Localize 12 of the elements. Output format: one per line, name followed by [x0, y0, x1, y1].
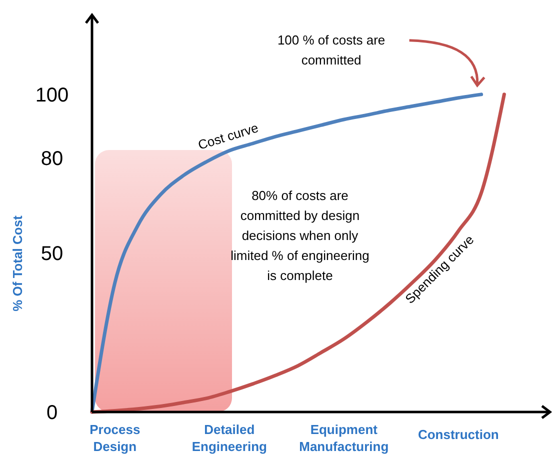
- y-tick-label: 50: [40, 243, 64, 266]
- x-tick-label: Equipment Manufacturing: [299, 422, 389, 454]
- annotation: 80% of costs are committed by design decisions when only limited % of engineering is complete: [230, 188, 370, 283]
- text: Cost curve: [196, 120, 260, 153]
- x-tick-label: Construction: [418, 427, 499, 442]
- y-tick-label: 0: [46, 402, 58, 424]
- x-tick-label: Process Design: [90, 422, 140, 454]
- x-tick-label: Detailed Engineering: [192, 422, 268, 454]
- y-tick-label: 100: [35, 84, 69, 106]
- y-axis-title: % Of Total Cost: [10, 214, 25, 312]
- y-tick-label: 80: [40, 148, 64, 170]
- annotation: 100 % of costs are committed: [277, 32, 386, 68]
